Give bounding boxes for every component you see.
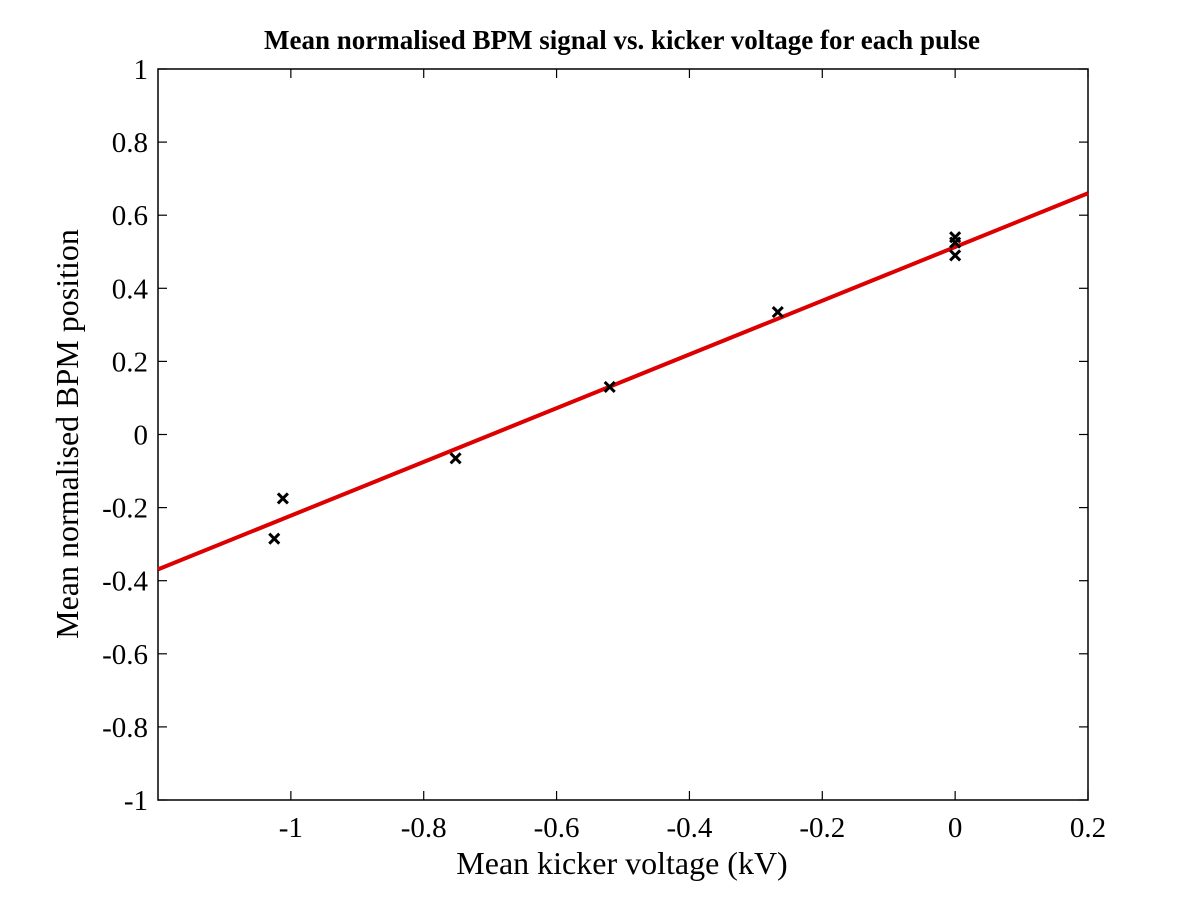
x-tick-label: -0.2 [799, 812, 845, 844]
data-point-x-marker [268, 532, 281, 545]
y-tick-label: -0.4 [102, 566, 148, 598]
data-point-x-marker [949, 249, 962, 262]
y-tick-label: 0.8 [112, 127, 148, 159]
y-tick-label: 1 [134, 54, 149, 86]
plot-area [157, 68, 1089, 801]
y-tick-label: -1 [124, 785, 148, 817]
scatter-points [268, 231, 962, 545]
x-tick-label: -0.8 [401, 812, 447, 844]
y-tick-label: -0.8 [102, 712, 148, 744]
x-axis-label: Mean kicker voltage (kV) [456, 845, 787, 881]
x-tick-label: -0.6 [534, 812, 580, 844]
x-tick-label: -0.4 [666, 812, 712, 844]
y-axis-label: Mean normalised BPM position [49, 229, 85, 639]
y-tick-label: -0.6 [102, 639, 148, 671]
fit-line [157, 191, 1089, 572]
data-point-x-marker [603, 380, 616, 394]
data-point-x-marker [949, 231, 962, 244]
fit-line-layer [157, 191, 1089, 572]
y-tick-label: 0 [134, 420, 149, 452]
chart-title: Mean normalised BPM signal vs. kicker vo… [264, 25, 980, 55]
x-tick-label: 0 [948, 812, 963, 844]
data-point-x-marker [771, 305, 784, 319]
y-tick-label: -0.2 [102, 493, 148, 525]
axis-ticks: -1 -0.8 -0.6 -0.4 -0.2 0 0.2 -1 -0.8 -0.6 -0.4 -0.2… [102, 54, 1106, 844]
y-tick-label: 0.2 [112, 346, 148, 378]
y-tick-label: 0.4 [112, 273, 149, 305]
data-point-x-marker [449, 452, 462, 465]
data-point-x-marker [276, 492, 289, 505]
x-tick-label: -1 [279, 812, 303, 844]
x-tick-label: 0.2 [1070, 812, 1106, 844]
y-tick-label: 0.6 [112, 200, 148, 232]
